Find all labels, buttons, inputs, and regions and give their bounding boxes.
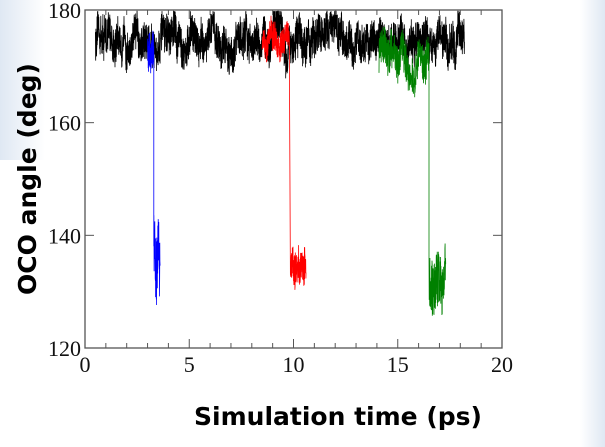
series-line-green	[378, 26, 447, 316]
y-tick-label: 180	[48, 0, 81, 23]
background-gradient-left	[0, 0, 45, 160]
y-tick-label: 140	[48, 223, 81, 248]
x-tick-label: 20	[491, 352, 513, 377]
y-tick-label: 120	[48, 336, 81, 361]
y-tick-label: 160	[48, 111, 81, 136]
series-line-red	[261, 15, 307, 290]
background-gradient-right	[580, 0, 605, 447]
x-tick-label: 5	[184, 352, 195, 377]
x-tick-label: 15	[387, 352, 409, 377]
series-line-blue	[147, 30, 161, 306]
x-axis-label: Simulation time (ps)	[194, 402, 482, 431]
x-tick-label: 10	[283, 352, 305, 377]
x-tick-label: 0	[80, 352, 91, 377]
y-axis-label: OCO angle (deg)	[13, 63, 42, 295]
